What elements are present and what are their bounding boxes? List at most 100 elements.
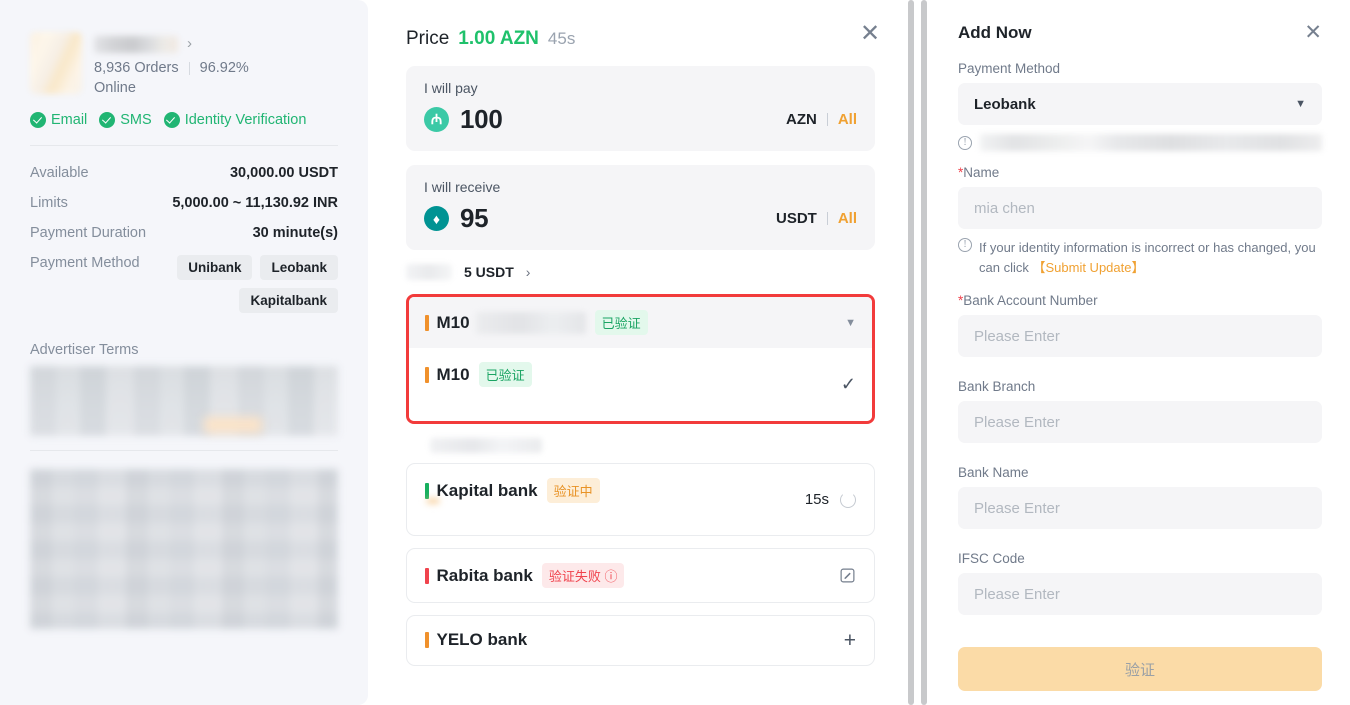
payment-method-tag-leobank: Leobank [260, 255, 338, 280]
verify-label-identity: Identity Verification [184, 112, 307, 128]
bank-row-kapital[interactable]: Kapital bank 验证中 15s [406, 463, 875, 536]
verify-label-email: Email [51, 112, 88, 128]
receive-amount-card: I will receive ♦ 95 USDT All [406, 165, 875, 250]
verify-submit-button[interactable]: 验证 [958, 647, 1322, 692]
order-dialog: ✕ Price 1.00 AZN 45s I will pay ₼ 100 AZ… [373, 0, 908, 705]
divider [826, 212, 828, 225]
bank-name: Rabita bank [436, 565, 533, 585]
payment-method-select[interactable]: Leobank ▼ [958, 83, 1322, 125]
bank-name: YELO bank [436, 630, 528, 649]
divider [30, 450, 338, 451]
close-icon[interactable]: ✕ [1304, 21, 1322, 44]
detail-label: Limits [30, 195, 68, 211]
detail-label: Payment Method [30, 255, 140, 271]
caret-down-icon[interactable]: ▼ [845, 316, 856, 329]
required-star: * [958, 165, 964, 180]
pay-currency: AZN [786, 111, 817, 128]
add-payment-method-dialog: Add Now ✕ Payment Method Leobank ▼ ! *Na… [930, 0, 1350, 705]
field-ifsc-code: IFSC Code [958, 551, 1322, 624]
status-badge: 已验证 [478, 362, 532, 387]
submit-update-link[interactable]: 【Submit Update】 [1032, 260, 1145, 276]
ifsc-code-input[interactable] [958, 573, 1322, 616]
check-circle-icon [30, 112, 46, 128]
price-value: 1.00 AZN [458, 28, 539, 49]
detail-label: Payment Duration [30, 225, 147, 241]
price-row: Price 1.00 AZN 45s [406, 28, 875, 50]
edit-pencil-icon[interactable] [839, 567, 856, 584]
name-label: *Name [958, 165, 1322, 180]
refresh-spinner-icon[interactable] [840, 491, 856, 508]
detail-value: 30,000.00 USDT [229, 165, 338, 181]
pay-label: I will pay [424, 80, 478, 96]
status-badge: 验证失败 ⓘ [541, 563, 625, 588]
verify-item-identity: Identity Verification [163, 112, 307, 128]
check-icon: ✓ [840, 373, 856, 394]
chevron-right-icon[interactable]: › [187, 35, 192, 52]
field-bank-account-number: *Bank Account Number [958, 293, 1322, 366]
chevron-right-icon[interactable]: › [525, 264, 531, 280]
caret-down-icon[interactable]: ▼ [1295, 98, 1306, 110]
bank-color-bar [425, 482, 429, 499]
add-panel-header: Add Now ✕ [958, 22, 1322, 43]
detail-row-payment-method: Payment Method Unibank Leobank Kapitalba… [30, 248, 338, 320]
payment-method-value: Leobank [974, 95, 1036, 113]
notice-text-redacted [980, 134, 1322, 151]
bank-row-rabita[interactable]: Rabita bank 验证失败 ⓘ [406, 548, 875, 603]
advertiser-profile[interactable]: › 8,936 Orders 96.92% Online [30, 30, 338, 96]
section-label-redacted [430, 438, 542, 453]
verification-badges: Email SMS Identity Verification [30, 112, 338, 128]
verify-label-sms: SMS [120, 112, 152, 128]
online-status: Online [94, 80, 136, 96]
advertiser-terms-extra-redacted [30, 469, 338, 629]
receive-label: I will receive [424, 179, 501, 195]
fee-value: 5 USDT [464, 264, 514, 280]
advertiser-stats: 8,936 Orders 96.92% [94, 60, 338, 76]
receive-amount-input[interactable]: 95 [460, 203, 489, 233]
azn-manat-icon: ₼ [424, 107, 449, 132]
payment-method-selected-row[interactable]: M10 已验证 ▼ [409, 297, 872, 348]
option-method-name: M10 [436, 364, 470, 384]
detail-row-duration: Payment Duration 30 minute(s) [30, 218, 338, 248]
payment-method-option-m10[interactable]: M10 已验证 ✓ [409, 348, 872, 421]
field-label-text: Bank Account Number [963, 293, 1098, 309]
close-icon[interactable]: ✕ [860, 22, 886, 48]
verify-item-email: Email [30, 112, 87, 128]
bank-branch-input[interactable] [958, 401, 1322, 444]
field-label: Bank Branch [958, 379, 1036, 395]
fee-label-redacted [406, 264, 452, 280]
pay-all-button[interactable]: All [837, 111, 857, 128]
payment-method-tag-kapitalbank: Kapitalbank [239, 288, 338, 313]
bank-name-input[interactable] [958, 487, 1322, 530]
advertiser-info-panel: › 8,936 Orders 96.92% Online Email [0, 0, 368, 705]
completion-rate: 96.92% [199, 60, 249, 76]
method-color-bar [425, 314, 429, 331]
advertiser-name-redacted [94, 36, 178, 53]
receive-all-button[interactable]: All [837, 210, 857, 227]
fee-row[interactable]: 5 USDT › [406, 264, 875, 280]
plus-icon[interactable]: + [843, 629, 856, 652]
scrollbar-middle-panel[interactable] [908, 0, 914, 705]
price-refresh-timer: 45s [547, 29, 576, 48]
info-icon: ! [958, 238, 972, 252]
method-color-bar [425, 366, 429, 383]
field-label: IFSC Code [958, 551, 1025, 567]
identity-hint: ! If your identity information is incorr… [958, 238, 1322, 278]
bank-row-yelo[interactable]: YELO bank + [406, 615, 875, 666]
advertiser-details-table: Available 30,000.00 USDT Limits 5,000.00… [30, 158, 338, 320]
scrollbar-page[interactable] [921, 0, 927, 705]
bank-account-number-input[interactable] [958, 315, 1322, 358]
usdt-tether-icon: ♦ [424, 206, 449, 231]
advertiser-name-row[interactable]: › [94, 36, 338, 53]
status-badge: 已验证 [594, 310, 648, 335]
hint-body: If your identity information is incorrec… [979, 240, 1316, 276]
detail-value: 30 minute(s) [252, 225, 338, 241]
close-glyph: ✕ [860, 20, 881, 47]
verify-item-sms: SMS [99, 112, 152, 128]
pay-amount-input[interactable]: 100 [460, 104, 503, 134]
detail-value: 5,000.00 ~ 11,130.92 INR [172, 195, 338, 211]
detail-row-limits: Limits 5,000.00 ~ 11,130.92 INR [30, 188, 338, 218]
field-label: Bank Name [958, 465, 1029, 481]
name-input[interactable] [958, 187, 1322, 229]
detail-row-available: Available 30,000.00 USDT [30, 158, 338, 188]
